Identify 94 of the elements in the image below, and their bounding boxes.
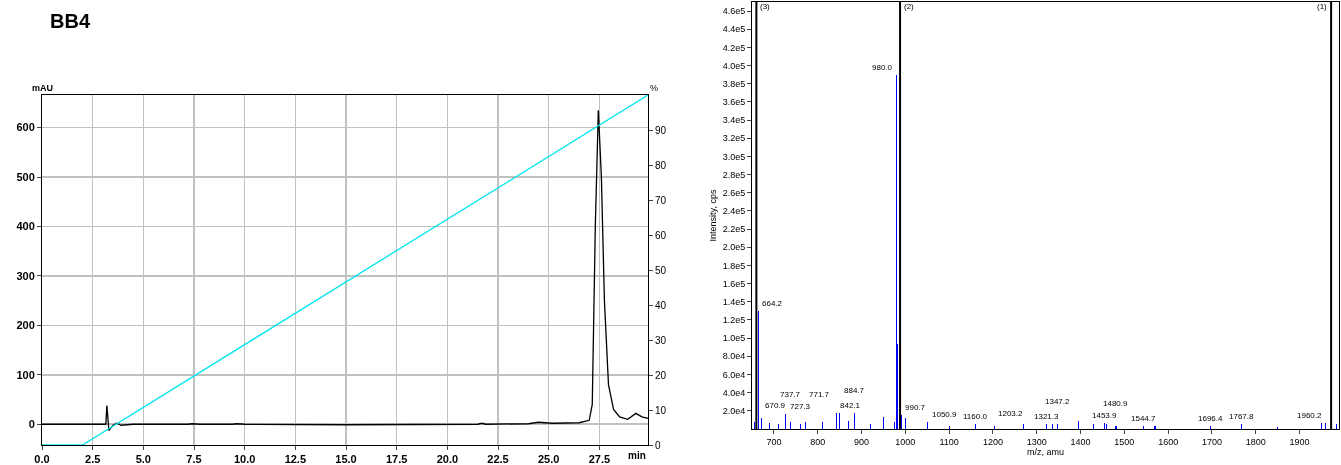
y-tick-label: 300 <box>16 269 35 282</box>
y-tick-label: 3.6e5 <box>722 97 746 108</box>
y-tick-label: 200 <box>16 319 35 332</box>
y-tick-label: 3.8e5 <box>722 78 746 89</box>
y-tick-label: 8.0e4 <box>722 351 746 362</box>
chart-title: BB4 <box>50 9 91 32</box>
y-tick-label: 600 <box>16 121 35 134</box>
y2-tick-label: 80 <box>655 159 667 171</box>
x-tick-label: 0.0 <box>34 453 50 465</box>
y-tick-label: 3.0e5 <box>722 151 746 162</box>
annotation: 1203.2 <box>998 409 1024 418</box>
y-tick-label: 4.0e5 <box>722 60 746 71</box>
y-tick-label: 2.4e5 <box>722 206 746 217</box>
y-tick-label: 4.0e4 <box>722 387 746 398</box>
y-tick-label: 6.0e4 <box>722 369 746 380</box>
annotation: 1767.8 <box>1229 412 1255 421</box>
x-tick-label: 1000 <box>895 436 916 447</box>
annotation: 1347.2 <box>1045 397 1071 406</box>
annotation: 980.0 <box>872 63 893 72</box>
x-tick-label: 1100 <box>939 436 959 447</box>
y2-tick-label: 0 <box>655 439 661 451</box>
y-tick-label: 1.0e5 <box>722 333 746 344</box>
x-tick-label: 1800 <box>1245 436 1266 447</box>
y2-tick-label: 20 <box>655 369 667 381</box>
y-tick-label: 2.0e4 <box>722 405 746 416</box>
y-tick-label: 4.4e5 <box>722 24 746 35</box>
y-tick-label: 2.2e5 <box>722 224 746 235</box>
y-tick-label: 2.8e5 <box>722 169 746 180</box>
x-tick-label: 1600 <box>1158 436 1179 447</box>
x-tick-label: 2.5 <box>85 453 101 465</box>
x-tick-label: 5.0 <box>135 453 151 465</box>
annotation: 1160.0 <box>963 412 988 421</box>
y2-tick-label: 30 <box>655 334 667 346</box>
y-tick-label: 0 <box>28 418 35 431</box>
x-axis-title: m/z, amu <box>1026 446 1065 457</box>
y2-axis-title: % <box>650 83 659 93</box>
x-tick-label: 27.5 <box>588 453 611 465</box>
y-tick-label: 3.2e5 <box>722 133 746 144</box>
y2-tick-label: 40 <box>655 299 667 311</box>
y2-tick-label: 70 <box>655 194 667 206</box>
x-tick-label: 12.5 <box>284 453 307 465</box>
y-tick-label: 4.2e5 <box>722 42 746 53</box>
y-tick-label: 4.6e5 <box>722 6 746 17</box>
x-tick-label: 10.0 <box>233 453 256 465</box>
x-tick-label: 25.0 <box>537 453 560 465</box>
y-tick-label: 1.8e5 <box>722 260 746 271</box>
annotation: 1321.3 <box>1034 412 1060 421</box>
x-tick-label: 1400 <box>1070 436 1091 447</box>
y-tick-label: 2.6e5 <box>722 187 746 198</box>
x-axis-title: min <box>628 450 646 461</box>
x-tick-label: 800 <box>810 436 826 447</box>
annotation: 990.7 <box>905 403 926 412</box>
x-tick-label: 1700 <box>1201 436 1222 447</box>
annotation: 737.7 <box>780 390 801 399</box>
y-axis-title: Intensity, cps <box>708 189 719 242</box>
y2-tick-label: 50 <box>655 264 667 276</box>
annotation: 1544.7 <box>1131 414 1157 423</box>
annotation: 664.2 <box>762 299 783 308</box>
annotation: (3) <box>760 2 771 11</box>
y-tick-label: 1.6e5 <box>722 278 746 289</box>
y2-tick-label: 10 <box>655 404 667 416</box>
x-tick-label: 1200 <box>982 436 1003 447</box>
annotation: (2) <box>904 2 915 11</box>
y-tick-label: 100 <box>16 368 35 381</box>
x-tick-label: 1900 <box>1289 436 1310 447</box>
annotation: 1050.9 <box>932 410 958 419</box>
x-tick-label: 1500 <box>1114 436 1135 447</box>
y2-tick-label: 60 <box>655 229 667 241</box>
y-tick-label: 3.4e5 <box>722 115 746 126</box>
y-tick-label: 500 <box>16 170 35 183</box>
annotation: (1) <box>1317 2 1328 11</box>
y-tick-label: 1.4e5 <box>722 296 746 307</box>
x-tick-label: 22.5 <box>487 453 509 465</box>
x-tick-label: 900 <box>853 436 870 447</box>
annotation: 884.7 <box>844 386 865 395</box>
annotation: 1453.9 <box>1092 411 1118 420</box>
annotation: 771.7 <box>809 390 830 399</box>
annotation: 842.1 <box>840 401 861 410</box>
y-axis-title: mAU <box>32 83 54 93</box>
annotation: 727.3 <box>790 402 811 411</box>
y-tick-label: 1.2e5 <box>722 315 746 326</box>
x-tick-label: 17.5 <box>385 453 408 465</box>
x-tick-label: 1300 <box>1026 436 1047 447</box>
y-tick-label: 400 <box>16 220 35 233</box>
x-tick-label: 700 <box>766 436 782 447</box>
y2-tick-label: 90 <box>655 124 667 136</box>
x-tick-label: 7.5 <box>186 453 202 465</box>
x-tick-label: 15.0 <box>335 453 357 465</box>
annotation: 670.9 <box>765 401 786 410</box>
annotation: 1480.9 <box>1103 399 1129 408</box>
y-tick-label: 2.0e5 <box>722 242 746 253</box>
annotation: 1696.4 <box>1198 414 1224 423</box>
x-tick-label: 20.0 <box>436 453 459 465</box>
annotation: 1960.2 <box>1297 411 1323 420</box>
